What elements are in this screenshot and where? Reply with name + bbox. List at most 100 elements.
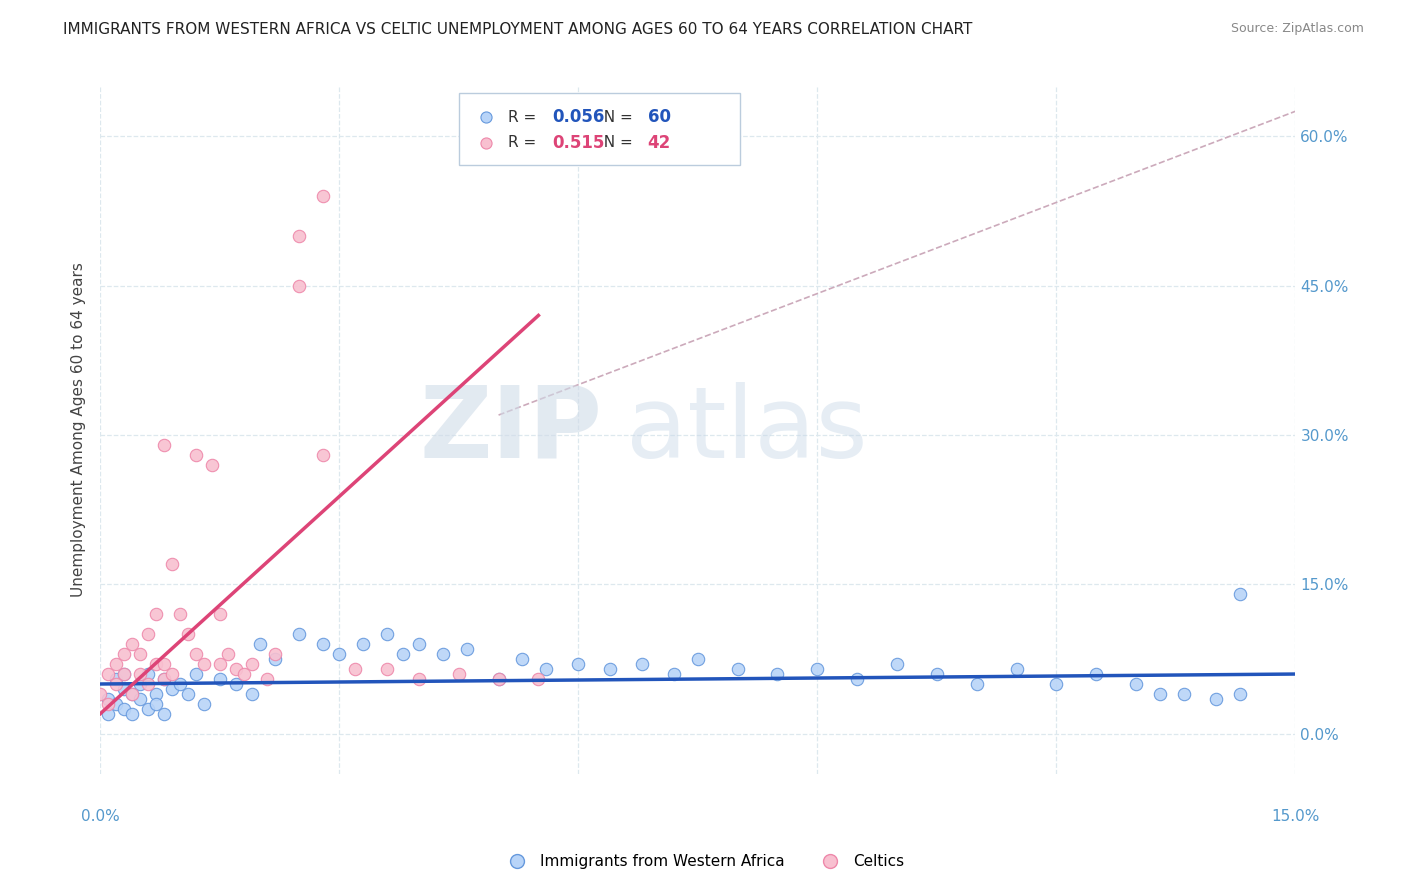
Point bbox=[432, 647, 454, 661]
Point bbox=[169, 677, 191, 691]
Legend: Immigrants from Western Africa, Celtics: Immigrants from Western Africa, Celtics bbox=[495, 848, 911, 875]
Text: 0.515: 0.515 bbox=[553, 134, 605, 152]
Point bbox=[886, 657, 908, 671]
Point bbox=[312, 637, 335, 651]
Point bbox=[232, 667, 254, 681]
Point bbox=[966, 677, 988, 691]
Point bbox=[121, 687, 143, 701]
Point bbox=[567, 657, 589, 671]
Point bbox=[512, 652, 534, 666]
Point bbox=[536, 662, 558, 676]
Point bbox=[177, 627, 200, 641]
Point bbox=[375, 627, 398, 641]
Point bbox=[352, 637, 374, 651]
Point bbox=[153, 672, 176, 686]
Point bbox=[112, 702, 135, 716]
Point bbox=[112, 667, 135, 681]
Point bbox=[225, 677, 247, 691]
Text: atlas: atlas bbox=[626, 382, 868, 478]
Y-axis label: Unemployment Among Ages 60 to 64 years: Unemployment Among Ages 60 to 64 years bbox=[72, 262, 86, 598]
Point bbox=[662, 667, 685, 681]
Point bbox=[240, 657, 263, 671]
Text: 0.0%: 0.0% bbox=[80, 808, 120, 823]
Point bbox=[208, 657, 231, 671]
Text: 15.0%: 15.0% bbox=[1271, 808, 1320, 823]
Text: 60: 60 bbox=[648, 108, 671, 127]
Text: Source: ZipAtlas.com: Source: ZipAtlas.com bbox=[1230, 22, 1364, 36]
Point bbox=[112, 681, 135, 696]
Point bbox=[408, 637, 430, 651]
Text: ZIP: ZIP bbox=[419, 382, 602, 478]
Point bbox=[208, 672, 231, 686]
Point bbox=[153, 438, 176, 452]
Point bbox=[527, 672, 550, 686]
Text: R =: R = bbox=[508, 110, 541, 125]
Point bbox=[631, 657, 654, 671]
Point bbox=[136, 702, 159, 716]
Point bbox=[806, 662, 828, 676]
Point bbox=[129, 647, 152, 661]
Point bbox=[846, 672, 869, 686]
Point bbox=[129, 667, 152, 681]
Point bbox=[97, 667, 120, 681]
Point bbox=[217, 647, 239, 661]
Point bbox=[160, 681, 183, 696]
Point bbox=[225, 662, 247, 676]
Point bbox=[153, 706, 176, 721]
Point bbox=[121, 637, 143, 651]
Point bbox=[686, 652, 709, 666]
Point bbox=[153, 657, 176, 671]
Point bbox=[312, 189, 335, 203]
Point bbox=[1085, 667, 1108, 681]
Point bbox=[1149, 687, 1171, 701]
Point bbox=[136, 677, 159, 691]
Point bbox=[160, 667, 183, 681]
Point bbox=[344, 662, 367, 676]
Point bbox=[312, 448, 335, 462]
Point bbox=[408, 672, 430, 686]
Point bbox=[201, 458, 224, 472]
Point bbox=[129, 677, 152, 691]
Point bbox=[193, 657, 215, 671]
Point bbox=[177, 687, 200, 701]
Text: IMMIGRANTS FROM WESTERN AFRICA VS CELTIC UNEMPLOYMENT AMONG AGES 60 TO 64 YEARS : IMMIGRANTS FROM WESTERN AFRICA VS CELTIC… bbox=[63, 22, 973, 37]
Point bbox=[97, 697, 120, 711]
Point bbox=[105, 657, 128, 671]
Text: R =: R = bbox=[508, 136, 541, 150]
Point bbox=[1205, 692, 1227, 706]
Point bbox=[136, 667, 159, 681]
Point bbox=[599, 662, 621, 676]
Point bbox=[145, 687, 167, 701]
Text: 0.056: 0.056 bbox=[553, 108, 605, 127]
Point bbox=[1005, 662, 1028, 676]
Point bbox=[288, 228, 311, 243]
Point bbox=[256, 672, 278, 686]
Point bbox=[136, 627, 159, 641]
Point bbox=[208, 607, 231, 622]
Point bbox=[169, 607, 191, 622]
Point bbox=[121, 687, 143, 701]
Point bbox=[488, 672, 510, 686]
Point bbox=[727, 662, 749, 676]
Point bbox=[97, 706, 120, 721]
Point bbox=[264, 647, 287, 661]
Point bbox=[1173, 687, 1195, 701]
Point bbox=[145, 697, 167, 711]
Point bbox=[184, 667, 207, 681]
Point bbox=[249, 637, 271, 651]
Point bbox=[447, 667, 470, 681]
Point bbox=[145, 607, 167, 622]
Point bbox=[105, 697, 128, 711]
Point bbox=[193, 697, 215, 711]
Point bbox=[105, 672, 128, 686]
Point bbox=[288, 627, 311, 641]
Point bbox=[112, 667, 135, 681]
Point bbox=[160, 558, 183, 572]
Text: N =: N = bbox=[593, 136, 637, 150]
Point bbox=[488, 672, 510, 686]
Point bbox=[925, 667, 948, 681]
Point bbox=[288, 278, 311, 293]
Point bbox=[184, 448, 207, 462]
Point bbox=[105, 677, 128, 691]
Point bbox=[1229, 687, 1251, 701]
